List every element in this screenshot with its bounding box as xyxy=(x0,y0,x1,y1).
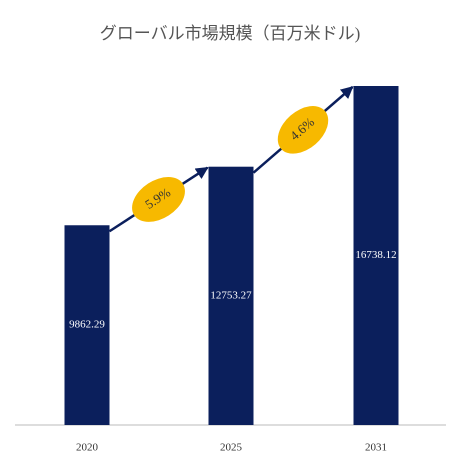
bar xyxy=(208,166,254,425)
value-label: 9862.29 xyxy=(69,319,105,331)
growth-badge xyxy=(132,177,185,222)
x-tick-label: 2025 xyxy=(220,442,243,454)
bar xyxy=(353,86,399,425)
x-tick-label: 2031 xyxy=(365,442,387,454)
chart-title: グローバル市場規模（百万米ドル) xyxy=(100,24,361,43)
growth-badge xyxy=(277,106,329,154)
value-label: 12753.27 xyxy=(210,289,252,301)
value-label: 16738.12 xyxy=(355,249,396,261)
bar xyxy=(64,225,110,425)
x-tick-label: 2020 xyxy=(76,442,99,454)
